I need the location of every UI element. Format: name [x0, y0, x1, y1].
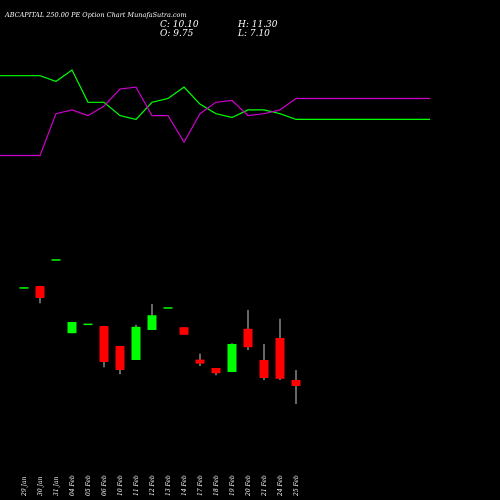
- x-tick-label: 20 Feb: [245, 475, 252, 497]
- x-tick-label: 12 Feb: [149, 475, 156, 496]
- x-tick-label: 21 Feb: [261, 475, 268, 497]
- x-tick-label: 11 Feb: [133, 475, 140, 496]
- x-tick-label: 13 Feb: [165, 475, 172, 496]
- candle-body: [99, 326, 109, 362]
- low-value: L: 7.10: [238, 29, 270, 39]
- candle-body: [259, 360, 269, 378]
- x-tick-label: 19 Feb: [229, 475, 236, 496]
- candle-body: [163, 307, 173, 309]
- x-tick-label: 30 Jan: [37, 476, 44, 496]
- candle-body: [147, 315, 157, 330]
- x-tick-label: 17 Feb: [197, 475, 204, 496]
- candle-body: [67, 322, 77, 334]
- close-value: C: 10.10: [160, 20, 199, 30]
- x-tick-label: 24 Feb: [277, 475, 284, 497]
- x-tick-label: 10 Feb: [117, 475, 124, 496]
- candle-body: [35, 286, 45, 298]
- candle-body: [179, 327, 189, 335]
- candle-body: [243, 328, 253, 348]
- x-tick-label: 29 Jan: [21, 476, 28, 497]
- x-tick-label: 31 Jan: [53, 476, 60, 496]
- candle-body: [275, 338, 285, 379]
- candle-body: [115, 346, 125, 370]
- candle-body: [131, 326, 141, 360]
- x-tick-label: 05 Feb: [85, 475, 92, 496]
- x-tick-label: 04 Feb: [69, 475, 76, 496]
- candle-body: [83, 323, 93, 326]
- candle-body: [227, 344, 237, 372]
- candle-body: [291, 380, 301, 386]
- green-line: [0, 69, 430, 121]
- x-tick-label: 25 Feb: [293, 475, 300, 497]
- x-tick-label: 18 Feb: [213, 475, 220, 496]
- purple-line: [0, 86, 430, 157]
- candle-body: [51, 259, 61, 261]
- x-tick-label: 06 Feb: [101, 475, 108, 496]
- candle-body: [195, 359, 205, 364]
- candle-body: [211, 368, 221, 374]
- chart-title: ABCAPITAL 250.00 PE Option Chart MunafaS…: [5, 11, 187, 19]
- open-value: O: 9.75: [160, 29, 194, 39]
- candle-body: [19, 287, 29, 289]
- x-tick-label: 14 Feb: [181, 475, 188, 496]
- high-value: H: 11.30: [238, 20, 278, 30]
